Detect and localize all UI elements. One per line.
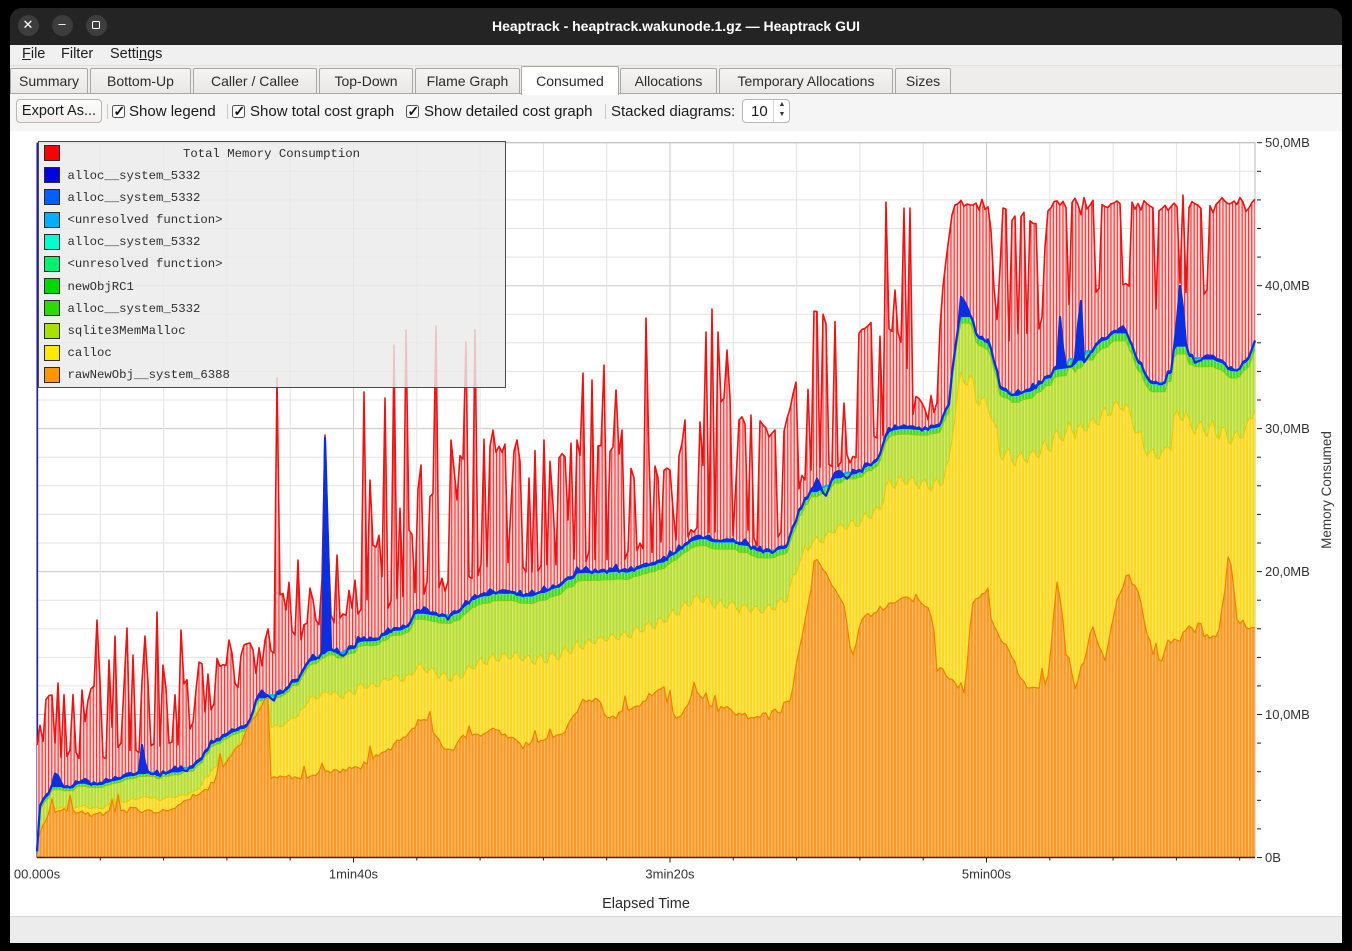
svg-text:30,0MB: 30,0MB: [1265, 421, 1310, 436]
svg-text:20,0MB: 20,0MB: [1265, 564, 1310, 579]
svg-text:3min20s: 3min20s: [645, 867, 695, 882]
svg-text:00.000s: 00.000s: [14, 867, 61, 882]
svg-text:40,0MB: 40,0MB: [1265, 278, 1310, 293]
svg-text:50,0MB: 50,0MB: [1265, 135, 1310, 150]
svg-text:5min00s: 5min00s: [962, 867, 1012, 882]
svg-text:10,0MB: 10,0MB: [1265, 707, 1310, 722]
svg-text:0B: 0B: [1265, 850, 1281, 865]
svg-text:Elapsed Time: Elapsed Time: [602, 896, 690, 912]
svg-text:1min40s: 1min40s: [329, 867, 379, 882]
svg-text:Memory Consumed: Memory Consumed: [1319, 431, 1334, 549]
